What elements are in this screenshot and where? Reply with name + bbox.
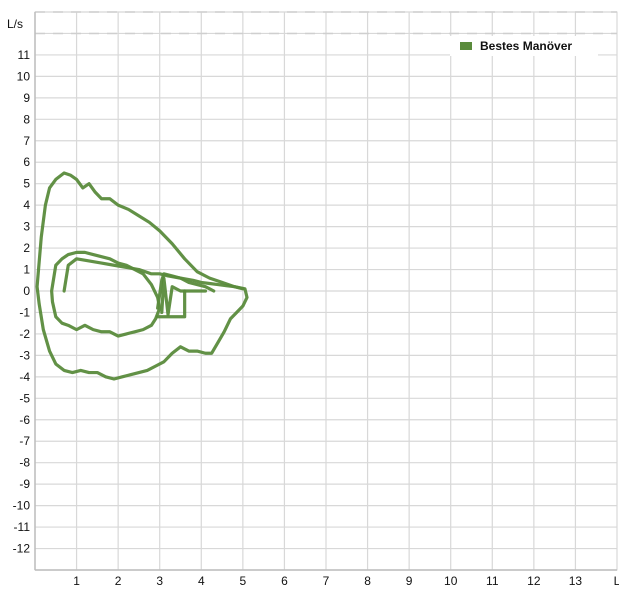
y-tick-label: 4	[23, 198, 30, 212]
y-tick-label: -10	[13, 499, 31, 513]
y-tick-label: -12	[13, 542, 31, 556]
y-tick-label: -1	[19, 305, 30, 319]
y-tick-label: -5	[19, 391, 30, 405]
y-tick-label: -4	[19, 370, 30, 384]
x-tick-label: 5	[240, 574, 247, 588]
y-tick-label: -11	[14, 520, 31, 534]
y-tick-label: -3	[19, 348, 30, 362]
y-tick-label: 6	[23, 155, 30, 169]
y-axis-unit-label: L/s	[7, 17, 23, 31]
x-tick-label: 9	[406, 574, 413, 588]
legend: Bestes Manöver	[450, 36, 598, 56]
x-tick-label: 11	[486, 574, 499, 588]
legend-label: Bestes Manöver	[480, 39, 572, 53]
x-tick-label: 6	[281, 574, 288, 588]
x-tick-label: 13	[569, 574, 583, 588]
y-tick-label: -2	[19, 327, 30, 341]
y-tick-label: -8	[19, 456, 30, 470]
y-tick-label: 5	[23, 177, 30, 191]
x-tick-label: 7	[323, 574, 330, 588]
y-tick-label: 9	[23, 91, 30, 105]
x-tick-label: L	[614, 574, 619, 588]
x-tick-label: 10	[444, 574, 458, 588]
y-tick-label: 7	[23, 134, 30, 148]
y-tick-label: 3	[23, 220, 30, 234]
y-tick-label: -6	[19, 413, 30, 427]
y-tick-label: 11	[18, 48, 31, 62]
y-tick-label: 2	[23, 241, 30, 255]
legend-group: Bestes Manöver	[450, 36, 598, 56]
x-tick-label: 3	[156, 574, 163, 588]
x-tick-label: 1	[73, 574, 80, 588]
legend-swatch	[460, 42, 472, 50]
y-tick-label: 10	[17, 69, 31, 83]
x-tick-label: 2	[115, 574, 122, 588]
x-tick-label: 12	[527, 574, 541, 588]
y-tick-label: -9	[19, 477, 30, 491]
y-tick-label: -7	[19, 434, 30, 448]
x-tick-label: 4	[198, 574, 205, 588]
y-tick-label: 0	[23, 284, 30, 298]
y-tick-label: 1	[23, 263, 30, 277]
grid	[35, 12, 617, 570]
x-tick-label: 8	[364, 574, 371, 588]
y-tick-label: 8	[23, 112, 30, 126]
